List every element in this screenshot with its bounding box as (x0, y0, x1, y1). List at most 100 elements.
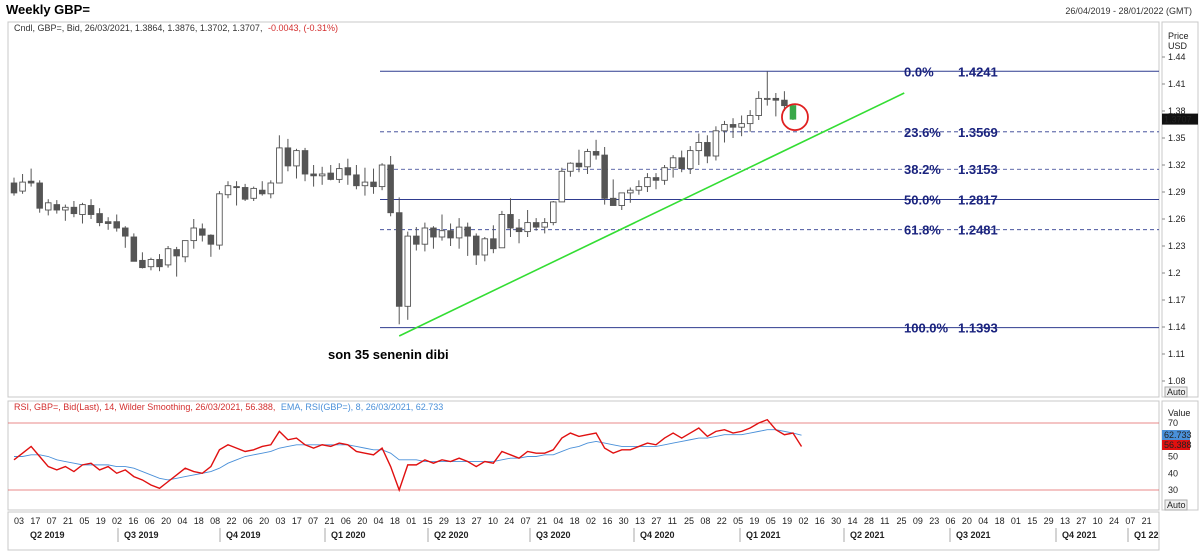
candle-body (532, 222, 540, 228)
candle (250, 186, 257, 201)
candle-body (344, 167, 352, 176)
candle (738, 115, 745, 137)
time-tick-label: 29 (1044, 516, 1054, 526)
time-tick-label: 07 (47, 516, 57, 526)
time-tick-label: 21 (537, 516, 547, 526)
candle-body (147, 259, 155, 268)
candle (550, 201, 557, 226)
time-tick-label: 22 (717, 516, 727, 526)
candle-body (404, 235, 412, 307)
price-auto-button[interactable]: Auto (1164, 386, 1188, 398)
svg-text:62.733: 62.733 (1164, 430, 1192, 440)
time-tick-label: 19 (96, 516, 106, 526)
fib-value-label: 1.3569 (958, 125, 998, 140)
candle-body (113, 221, 120, 229)
candle-body (387, 164, 394, 214)
time-tick-label: 17 (30, 516, 40, 526)
candle (122, 226, 129, 248)
candle-body (524, 222, 531, 233)
candle (276, 135, 283, 184)
candle (10, 177, 18, 196)
price-tick-label: 1.32 (1168, 160, 1186, 170)
price-tick-label: 1.17 (1168, 295, 1186, 305)
time-tick-label: 25 (897, 516, 907, 526)
candle-body (53, 204, 61, 211)
candle-body (96, 213, 103, 224)
time-tick-label: 13 (635, 516, 645, 526)
candle-body (498, 214, 506, 249)
candle (173, 246, 180, 277)
candlestick-series (10, 71, 797, 325)
candle (686, 146, 694, 174)
time-tick-label: 06 (243, 516, 253, 526)
quarter-label: Q3 2020 (536, 530, 571, 540)
candle-body (430, 227, 437, 238)
time-tick-label: 08 (210, 516, 220, 526)
fib-value-label: 1.2817 (958, 192, 998, 207)
candle (293, 148, 300, 179)
candle-body (669, 157, 677, 169)
svg-text:56.388: 56.388 (1164, 440, 1192, 450)
candle-body (378, 164, 386, 188)
candle-body (438, 230, 446, 238)
time-tick-label: 30 (619, 516, 629, 526)
candle-body (644, 177, 651, 188)
candle-body (27, 180, 35, 184)
candle (746, 110, 754, 132)
ema-legend-text: EMA, RSI(GBP=), 8, 26/03/2021, 62.733 (281, 402, 443, 412)
candle (353, 165, 360, 190)
rsi-auto-button[interactable]: Auto (1164, 499, 1188, 511)
uptrend-line (398, 92, 905, 337)
candle-body (164, 248, 172, 266)
quarter-label: Q3 2019 (124, 530, 159, 540)
candle (567, 162, 574, 177)
candle-body (361, 181, 369, 187)
candle-body (686, 150, 694, 170)
time-tick-label: 20 (962, 516, 972, 526)
time-tick-label: 19 (749, 516, 759, 526)
price-tick-label: 1.41 (1168, 79, 1186, 89)
last-price-badge: 1.3707 (1162, 113, 1198, 125)
candle (130, 233, 138, 262)
candle (575, 149, 583, 173)
price-legend: Cndl, GBP=, Bid, 26/03/2021, 1.3864, 1.3… (14, 23, 338, 33)
candle-body (216, 193, 223, 246)
candle (695, 133, 703, 165)
candle (609, 179, 617, 206)
price-tick-label: 1.2 (1168, 268, 1181, 278)
candle-body (481, 238, 489, 256)
time-tick-label: 08 (700, 516, 710, 526)
time-tick-label: 11 (668, 516, 677, 526)
time-tick-label: 25 (684, 516, 694, 526)
svg-text:1.3707: 1.3707 (1164, 115, 1192, 125)
candle (301, 147, 309, 182)
candle (181, 240, 189, 263)
candle-body (592, 151, 600, 156)
quarter-label: Q1 2021 (746, 530, 781, 540)
rsi-panel-frame (7, 400, 1160, 511)
candle-body (772, 97, 780, 101)
price-tick-label: 1.38 (1168, 106, 1186, 116)
candle-body (464, 226, 471, 237)
time-tick-label: 05 (79, 516, 89, 526)
time-tick-label: 10 (1093, 516, 1103, 526)
time-tick-label: 23 (929, 516, 939, 526)
candle (190, 219, 198, 249)
candle (644, 173, 651, 192)
time-tick-label: 18 (194, 516, 204, 526)
candle-body (652, 177, 660, 181)
time-tick-label: 03 (14, 516, 24, 526)
time-tick-label: 22 (226, 516, 236, 526)
price-tick-label: 1.29 (1168, 187, 1186, 197)
candle (541, 218, 548, 234)
candle (472, 233, 480, 265)
candle (455, 218, 463, 249)
quarter-label: Q1 22 (1134, 530, 1159, 540)
candle-body (19, 181, 26, 192)
candle (464, 222, 471, 256)
candle (258, 181, 266, 196)
candle (421, 222, 429, 252)
candle (652, 173, 660, 190)
time-tick-label: 15 (423, 516, 433, 526)
highlight-circle (781, 103, 809, 131)
